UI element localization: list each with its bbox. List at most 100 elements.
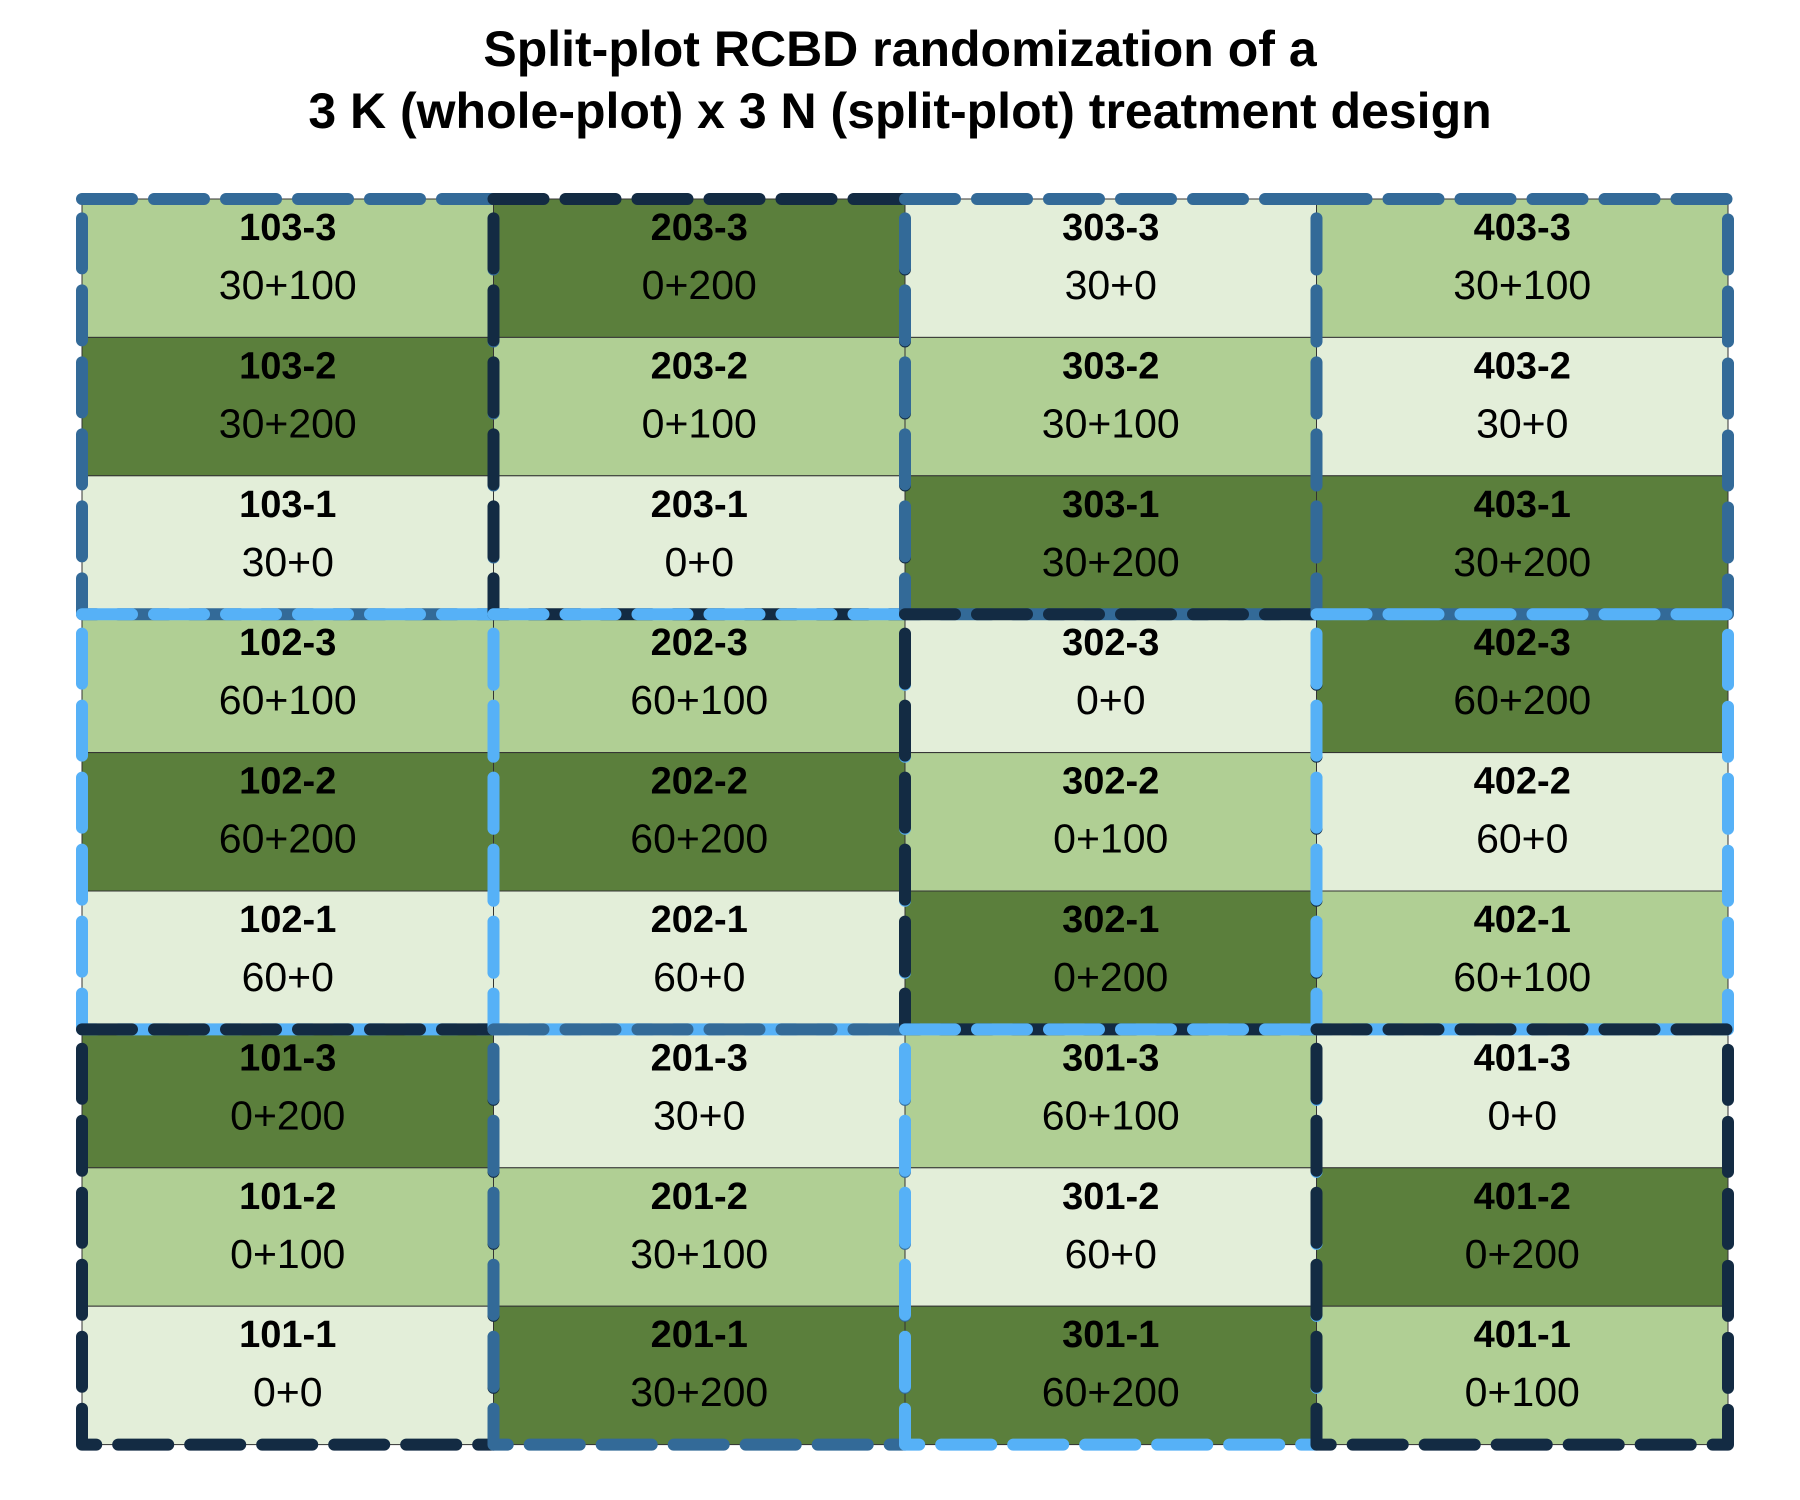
subplot-id-label: 401-3 xyxy=(1474,1037,1571,1079)
subplot-id-label: 401-2 xyxy=(1474,1176,1571,1218)
subplot-treatment-label: 60+100 xyxy=(219,677,357,723)
subplot-id-label: 403-3 xyxy=(1474,207,1571,249)
subplot-treatment-label: 60+200 xyxy=(630,816,768,862)
subplot-103-3: 103-3 30+100 xyxy=(81,198,494,338)
subplot-cell xyxy=(1316,613,1729,754)
subplot-id-label: 403-1 xyxy=(1474,484,1571,526)
subplot-id-label: 103-1 xyxy=(239,484,336,526)
subplot-101-1: 101-1 0+0 xyxy=(81,1305,494,1446)
subplot-102-2: 102-2 60+200 xyxy=(81,752,494,892)
subplot-202-3: 202-3 60+100 xyxy=(493,613,906,754)
subplot-cell xyxy=(904,475,1317,615)
subplot-id-label: 101-1 xyxy=(239,1314,336,1356)
subplot-cell xyxy=(81,1167,494,1307)
subplot-treatment-label: 60+0 xyxy=(653,954,745,1000)
subplot-id-label: 301-3 xyxy=(1062,1037,1159,1079)
wholeplot-layer xyxy=(76,193,1734,1451)
subplot-402-1: 402-1 60+100 xyxy=(1316,890,1729,1030)
subplot-id-label: 402-1 xyxy=(1474,899,1571,941)
subplot-treatment-label: 0+100 xyxy=(230,1231,345,1277)
subplot-301-3: 301-3 60+100 xyxy=(904,1028,1317,1169)
subplot-treatment-label: 0+200 xyxy=(642,262,757,308)
subplot-id-label: 201-2 xyxy=(651,1176,748,1218)
subplot-cell xyxy=(1316,1167,1729,1307)
subplot-id-label: 402-3 xyxy=(1474,622,1571,664)
subplot-treatment-label: 60+0 xyxy=(1476,816,1568,862)
subplot-cell xyxy=(1316,1305,1729,1446)
subplot-id-label: 201-1 xyxy=(651,1314,748,1356)
subplot-id-label: 302-3 xyxy=(1062,622,1159,664)
subplot-401-1: 401-1 0+100 xyxy=(1316,1305,1729,1446)
subplot-treatment-label: 30+200 xyxy=(219,400,357,446)
subplot-cell xyxy=(81,198,494,338)
subplot-id-label: 402-2 xyxy=(1474,761,1571,803)
subplot-treatment-label: 0+100 xyxy=(1053,816,1168,862)
subplot-id-label: 102-2 xyxy=(239,761,336,803)
chart-title-line-2: 3 K (whole-plot) x 3 N (split-plot) trea… xyxy=(308,83,1492,139)
subplot-cell xyxy=(1316,475,1729,615)
subplot-302-1: 302-1 0+200 xyxy=(904,890,1317,1030)
subplot-203-1: 203-1 0+0 xyxy=(493,475,906,615)
subplot-id-label: 201-3 xyxy=(651,1037,748,1079)
wholeplot-403-border xyxy=(1310,193,1734,621)
subplot-101-3: 101-3 0+200 xyxy=(81,1028,494,1169)
subplot-403-3: 403-3 30+100 xyxy=(1316,198,1729,338)
subplot-id-label: 202-3 xyxy=(651,622,748,664)
subplot-202-2: 202-2 60+200 xyxy=(493,752,906,892)
wholeplot-401-border xyxy=(1310,1023,1734,1451)
subplot-cell xyxy=(493,890,906,1030)
subplot-id-label: 403-2 xyxy=(1474,345,1571,387)
subplot-treatment-label: 30+0 xyxy=(653,1092,745,1138)
subplot-cell xyxy=(904,1028,1317,1169)
chart-title: Split-plot RCBD randomization of a 3 K (… xyxy=(0,18,1800,142)
subplot-treatment-label: 30+0 xyxy=(1065,262,1157,308)
subplot-cell xyxy=(493,1167,906,1307)
subplot-treatment-label: 60+200 xyxy=(219,816,357,862)
subplot-id-label: 203-2 xyxy=(651,345,748,387)
subplot-cell xyxy=(904,198,1317,338)
subplot-cell xyxy=(904,336,1317,477)
subplot-treatment-label: 0+0 xyxy=(1076,677,1146,723)
subplot-id-label: 302-1 xyxy=(1062,899,1159,941)
subplot-403-2: 403-2 30+0 xyxy=(1316,336,1729,477)
subplot-403-1: 403-1 30+200 xyxy=(1316,475,1729,615)
subplot-cell xyxy=(904,1305,1317,1446)
subplot-id-label: 102-3 xyxy=(239,622,336,664)
subplot-treatment-label: 60+200 xyxy=(1453,677,1591,723)
subplot-cell xyxy=(1316,1028,1729,1169)
subplot-cell xyxy=(493,613,906,754)
subplot-402-3: 402-3 60+200 xyxy=(1316,613,1729,754)
subplot-103-1: 103-1 30+0 xyxy=(81,475,494,615)
subplot-cell xyxy=(81,336,494,477)
subplot-treatment-label: 0+200 xyxy=(230,1092,345,1138)
subplot-303-1: 303-1 30+200 xyxy=(904,475,1317,615)
subplot-treatment-label: 30+0 xyxy=(242,539,334,585)
subplot-401-3: 401-3 0+0 xyxy=(1316,1028,1729,1169)
subplot-cell xyxy=(81,890,494,1030)
subplot-id-label: 303-2 xyxy=(1062,345,1159,387)
subplot-treatment-label: 60+0 xyxy=(242,954,334,1000)
subplot-treatment-label: 30+100 xyxy=(1453,262,1591,308)
subplot-treatment-label: 0+0 xyxy=(253,1369,323,1415)
subplot-treatment-label: 0+200 xyxy=(1053,954,1168,1000)
subplot-treatment-label: 30+0 xyxy=(1476,400,1568,446)
subplot-102-1: 102-1 60+0 xyxy=(81,890,494,1030)
subplot-202-1: 202-1 60+0 xyxy=(493,890,906,1030)
subplot-treatment-label: 30+100 xyxy=(630,1231,768,1277)
subplot-id-label: 101-3 xyxy=(239,1037,336,1079)
subplot-treatment-label: 30+100 xyxy=(1042,400,1180,446)
subplot-layer: 103-3 30+100 103-2 30+200 103-1 30+0 102-3 60+1… xyxy=(81,198,1729,1446)
subplot-cell xyxy=(493,336,906,477)
subplot-201-2: 201-2 30+100 xyxy=(493,1167,906,1307)
subplot-102-3: 102-3 60+100 xyxy=(81,613,494,754)
subplot-303-3: 303-3 30+0 xyxy=(904,198,1317,338)
subplot-treatment-label: 30+200 xyxy=(630,1369,768,1415)
subplot-id-label: 202-1 xyxy=(651,899,748,941)
subplot-cell xyxy=(81,613,494,754)
subplot-id-label: 401-1 xyxy=(1474,1314,1571,1356)
subplot-203-3: 203-3 0+200 xyxy=(493,198,906,338)
subplot-302-3: 302-3 0+0 xyxy=(904,613,1317,754)
subplot-cell xyxy=(1316,890,1729,1030)
chart-title-line-1: Split-plot RCBD randomization of a xyxy=(483,21,1317,77)
subplot-103-2: 103-2 30+200 xyxy=(81,336,494,477)
